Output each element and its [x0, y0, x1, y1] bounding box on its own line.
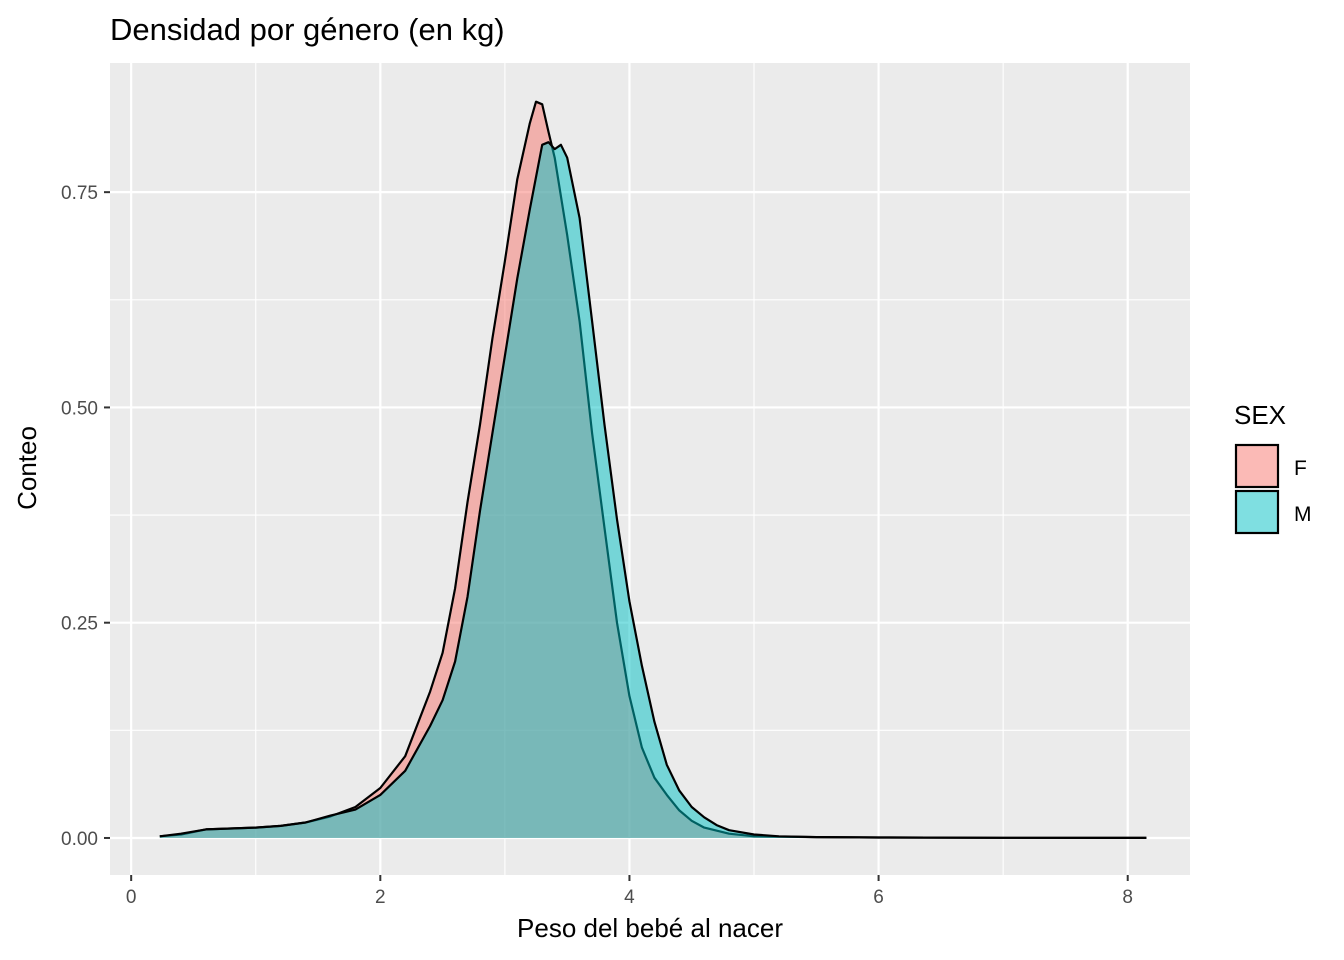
y-tick-label: 0.00 [61, 829, 98, 850]
x-tick-label: 0 [126, 887, 137, 908]
density-line-M [159, 141, 1147, 839]
x-axis-title: Peso del bebé al nacer [517, 913, 783, 943]
density-areas [159, 100, 1147, 839]
x-tick-label: 4 [624, 887, 635, 908]
y-tick-label: 0.75 [61, 183, 98, 204]
x-tick-label: 2 [375, 887, 386, 908]
legend-label-M: M [1294, 503, 1312, 526]
chart-title: Densidad por género (en kg) [110, 12, 505, 47]
legend-label-F: F [1294, 457, 1307, 480]
legend-key-F [1234, 443, 1280, 489]
y-tick-label: 0.25 [61, 614, 98, 635]
legend: SEX FM [1234, 400, 1312, 535]
axes: 0 2 4 6 8 0.00 0.25 0.50 0.75 [61, 183, 1133, 908]
x-tick-label: 6 [873, 887, 884, 908]
legend-key-M [1234, 489, 1280, 535]
x-tick-label: 8 [1122, 887, 1133, 908]
legend-title: SEX [1234, 400, 1286, 430]
y-tick-label: 0.50 [61, 398, 98, 419]
y-axis-title: Conteo [12, 426, 42, 510]
